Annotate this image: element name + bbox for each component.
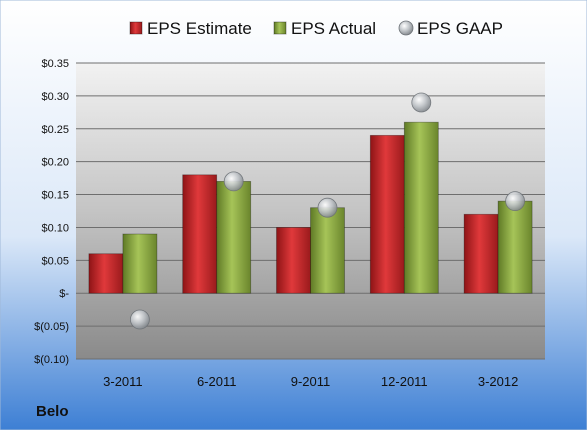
marker-eps-gaap — [505, 191, 525, 212]
bar-eps-estimate — [88, 253, 124, 294]
marker-eps-gaap — [129, 309, 150, 330]
y-tick-label: $0.30 — [41, 91, 69, 103]
y-tick-label: $0.15 — [41, 190, 69, 202]
legend-swatch — [273, 21, 287, 35]
x-tick-label: 3-2012 — [478, 374, 518, 389]
x-tick-label: 6-2011 — [197, 374, 237, 389]
y-axis: $(0.10) $(0.05) $- $0.05 $0.10 $0.15 $0.20 $0.2… — [34, 58, 69, 366]
bar-eps-estimate — [369, 134, 405, 294]
x-axis: 3-2011 6-2011 9-2011 12-2011 3-2012 — [103, 374, 518, 389]
y-tick-label: $(0.10) — [34, 354, 69, 366]
y-tick-label: $0.05 — [41, 255, 69, 267]
x-tick-label: 12-2011 — [381, 374, 428, 389]
legend-label: EPS GAAP — [417, 19, 503, 38]
bar-eps-estimate — [182, 174, 218, 294]
marker-eps-gaap — [223, 171, 244, 192]
legend-label: EPS Estimate — [147, 19, 252, 38]
bar-eps-actual — [403, 121, 439, 294]
x-tick-label: 9-2011 — [291, 374, 331, 389]
legend-swatch — [129, 21, 143, 35]
marker-eps-gaap — [317, 197, 338, 218]
y-tick-label: $0.35 — [41, 58, 69, 70]
gaap-markers — [129, 92, 525, 330]
bar-eps-estimate — [276, 227, 311, 294]
legend-swatch — [398, 20, 414, 36]
y-tick-label: $(0.05) — [34, 321, 69, 333]
bar-eps-actual — [122, 233, 158, 294]
y-tick-label: $0.10 — [41, 222, 69, 234]
bar-eps-actual — [310, 207, 345, 294]
y-tick-label: $0.20 — [41, 157, 69, 169]
x-tick-label: 3-2011 — [103, 374, 143, 389]
y-tick-label: $0.25 — [41, 124, 69, 136]
marker-eps-gaap — [411, 92, 432, 113]
bar-eps-estimate — [463, 213, 499, 294]
company-label: Belo — [36, 403, 69, 420]
bar-eps-actual — [216, 180, 252, 294]
bars — [88, 121, 533, 294]
bar-eps-actual — [497, 200, 533, 294]
legend: EPS Estimate EPS Actual EPS GAAP — [129, 19, 503, 38]
y-tick-label: $- — [59, 288, 69, 300]
legend-label: EPS Actual — [291, 19, 376, 38]
